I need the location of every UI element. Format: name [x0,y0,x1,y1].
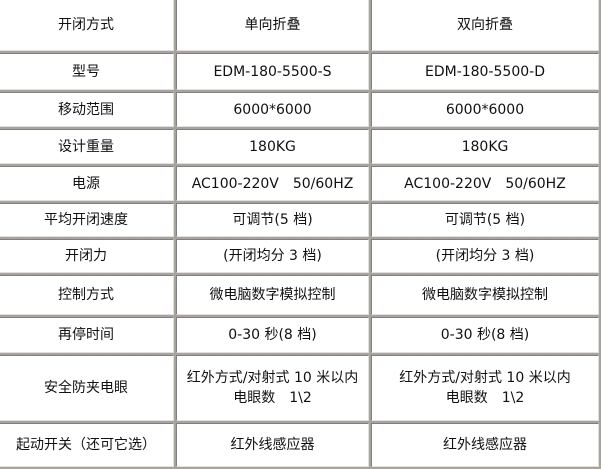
value-cell: 双向折叠 [370,0,599,51]
value-cell: EDM-180-5500-D [370,53,599,90]
value-cell: 6000*6000 [176,92,369,127]
value-cell: 红外线感应器 [370,423,599,467]
table-row: 安全防夹电眼 红外方式/对射式 10 米以内 电眼数 1\2 红外方式/对射式 10… [0,355,599,421]
row-label-cell: 型号 [0,53,175,90]
value-cell: AC100-220V 50/60HZ [176,166,369,201]
table-row: 再停时间 0-30 秒(8 档) 0-30 秒(8 档) [0,317,599,353]
value-cell: 微电脑数字模拟控制 [370,275,599,315]
value-cell: 可调节(5 档) [176,203,369,237]
value-cell: 微电脑数字模拟控制 [176,275,369,315]
value-cell: 0-30 秒(8 档) [176,317,369,353]
row-label-cell: 控制方式 [0,275,175,315]
table-row: 型号 EDM-180-5500-S EDM-180-5500-D [0,53,599,90]
value-cell: AC100-220V 50/60HZ [370,166,599,201]
value-cell: 6000*6000 [370,92,599,127]
value-cell: 0-30 秒(8 档) [370,317,599,353]
value-cell: 红外方式/对射式 10 米以内 电眼数 1\2 [176,355,369,421]
table-row: 移动范围 6000*6000 6000*6000 [0,92,599,127]
row-label-cell: 起动开关（还可它选） [0,423,175,467]
row-label-cell: 开闭方式 [0,0,175,51]
row-label-cell: 设计重量 [0,129,175,164]
value-cell: (开闭均分 3 档) [370,239,599,273]
value-cell: 单向折叠 [176,0,369,51]
row-label-cell: 移动范围 [0,92,175,127]
row-label-cell: 平均开闭速度 [0,203,175,237]
row-label-cell: 再停时间 [0,317,175,353]
value-cell: 红外方式/对射式 10 米以内 电眼数 1\2 [370,355,599,421]
table-row: 开闭力 (开闭均分 3 档) (开闭均分 3 档) [0,239,599,273]
value-cell: 可调节(5 档) [370,203,599,237]
value-cell: 红外线感应器 [176,423,369,467]
table-row: 电源 AC100-220V 50/60HZ AC100-220V 50/60HZ [0,166,599,201]
header-row: 开闭方式 单向折叠 双向折叠 [0,0,599,51]
value-cell: (开闭均分 3 档) [176,239,369,273]
table-row: 平均开闭速度 可调节(5 档) 可调节(5 档) [0,203,599,237]
value-cell: EDM-180-5500-S [176,53,369,90]
table-row: 设计重量 180KG 180KG [0,129,599,164]
row-label-cell: 开闭力 [0,239,175,273]
table-row: 起动开关（还可它选） 红外线感应器 红外线感应器 [0,423,599,467]
row-label-cell: 电源 [0,166,175,201]
value-cell: 180KG [176,129,369,164]
table-row: 控制方式 微电脑数字模拟控制 微电脑数字模拟控制 [0,275,599,315]
row-label-cell: 安全防夹电眼 [0,355,175,421]
value-cell: 180KG [370,129,599,164]
